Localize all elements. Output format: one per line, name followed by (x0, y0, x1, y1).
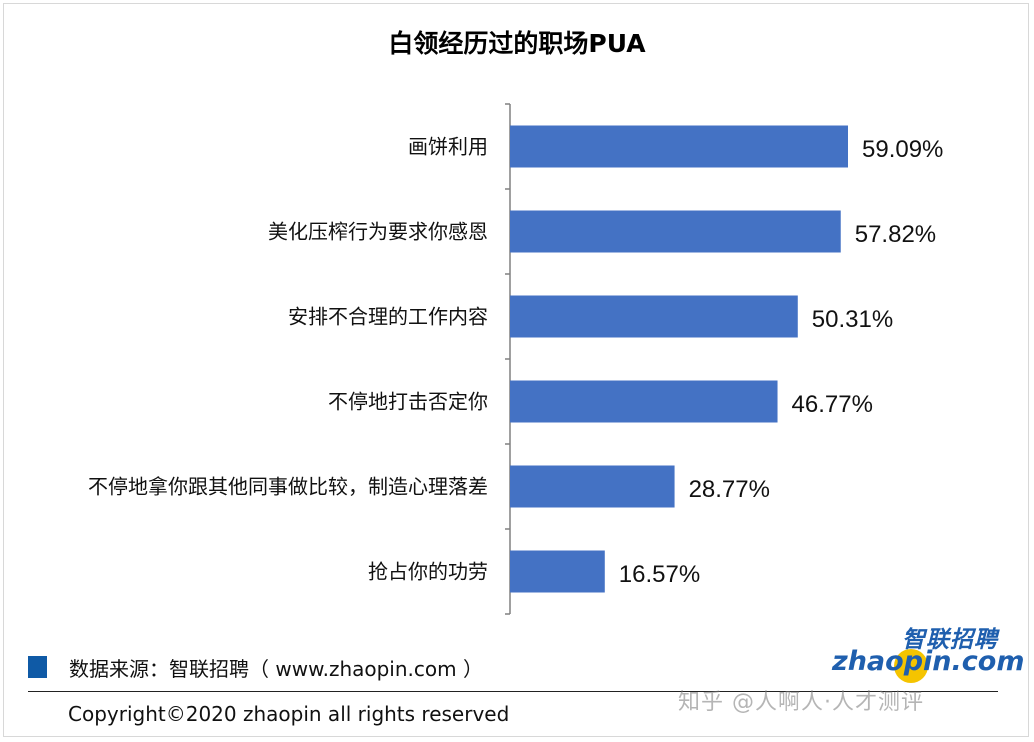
category-label: 不停地拿你跟其他同事做比较，制造心理落差 (88, 475, 488, 499)
legend-swatch (28, 656, 47, 678)
data-label: 50.31% (812, 306, 893, 333)
zhaopin-logo: 智联招聘 zhaopin.com (832, 620, 1024, 690)
bar (510, 380, 778, 423)
copyright-text: Copyright©2020 zhaopin all rights reserv… (68, 702, 510, 726)
logo-en-text: zhaopin.com (832, 646, 1025, 677)
data-label: 16.57% (619, 561, 700, 588)
bar (510, 295, 798, 338)
logo-cn-text: 智联招聘 (902, 627, 998, 653)
category-label: 美化压榨行为要求你感恩 (268, 220, 488, 244)
bar (510, 550, 605, 593)
data-label: 46.77% (792, 391, 873, 418)
divider (28, 691, 998, 692)
chart-title: 白领经历过的职场PUA (388, 29, 646, 58)
category-label: 不停地打击否定你 (328, 390, 488, 414)
category-label: 画饼利用 (408, 135, 488, 159)
bar (510, 210, 841, 253)
data-label: 57.82% (855, 221, 936, 248)
legend-source-text: 数据来源：智联招聘（ www.zhaopin.com ） (69, 656, 483, 681)
bar (510, 465, 675, 508)
chart-frame (3, 3, 1029, 737)
category-label: 安排不合理的工作内容 (288, 305, 488, 329)
legend: 数据来源：智联招聘（ www.zhaopin.com ） (28, 652, 483, 682)
watermark: 知乎 @人啊人·人才测评 (678, 690, 924, 715)
category-label: 抢占你的功劳 (368, 560, 488, 584)
data-label: 59.09% (862, 136, 943, 163)
bar (510, 125, 848, 168)
data-label: 28.77% (689, 476, 770, 503)
